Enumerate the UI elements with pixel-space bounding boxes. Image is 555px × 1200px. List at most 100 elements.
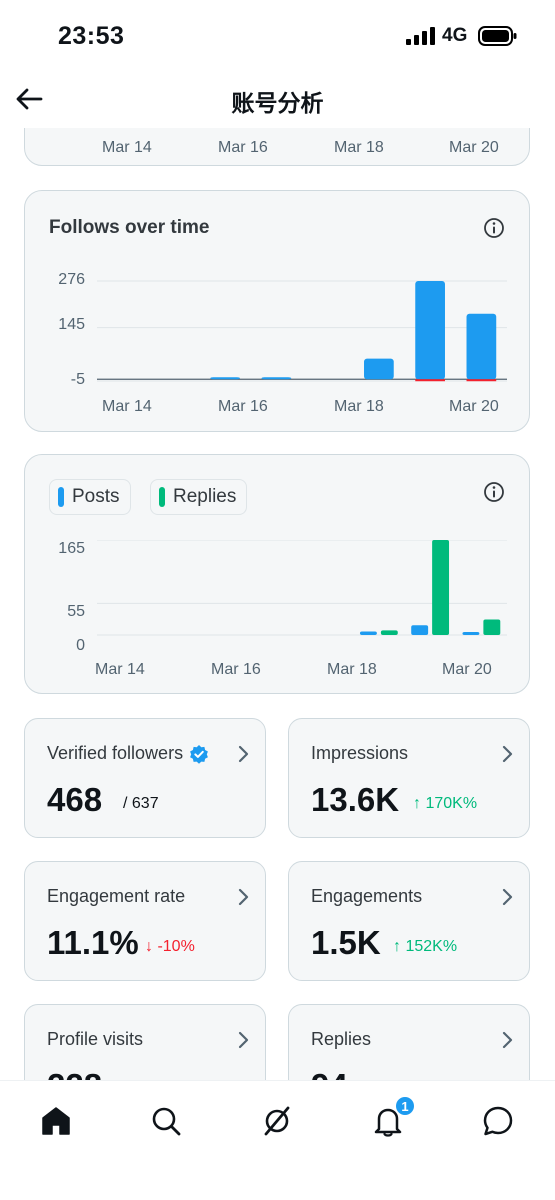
back-button[interactable] xyxy=(12,82,46,116)
follows-bar xyxy=(210,377,240,380)
metric-value: 13.6K xyxy=(311,781,400,818)
follows-bar xyxy=(415,281,445,380)
metric-label: Replies xyxy=(311,1029,371,1050)
metric-verified-followers[interactable]: Verified followers 468 / 637 xyxy=(24,718,266,838)
unfollows-bar xyxy=(415,379,445,382)
chevron-right-icon xyxy=(238,745,249,763)
x-tick: Mar 14 xyxy=(102,398,152,415)
metric-label: Engagement rate xyxy=(47,886,185,907)
posts-replies-card: Posts Replies 165 55 0 Mar 14 Mar 16 Mar… xyxy=(24,454,530,694)
legend-label: Replies xyxy=(173,486,237,507)
follows-bar xyxy=(466,313,497,380)
x-tick: Mar 20 xyxy=(449,139,499,156)
y-tick: -5 xyxy=(70,371,85,388)
follows-card: Follows over time 276 145 -5 Mar 14 Mar … xyxy=(24,190,530,432)
notifications-icon xyxy=(374,1108,402,1137)
metric-value: 228 xyxy=(47,1067,102,1080)
info-icon[interactable] xyxy=(483,481,505,503)
y-tick: 55 xyxy=(67,603,85,620)
metric-profile-visits[interactable]: Profile visits 228 xyxy=(24,1004,266,1080)
metric-label: Engagements xyxy=(311,886,422,907)
metric-engagements[interactable]: Engagements 1.5K ↑ 152K% xyxy=(288,861,530,981)
chevron-right-icon xyxy=(502,888,513,906)
y-tick: 145 xyxy=(58,316,85,333)
metric-label-text: Profile visits xyxy=(47,1029,144,1049)
x-tick: Mar 14 xyxy=(102,139,152,156)
nav-home[interactable] xyxy=(36,1101,76,1141)
y-tick: 165 xyxy=(58,540,85,557)
replies-bar xyxy=(432,540,450,635)
chevron-right-icon xyxy=(502,1031,513,1049)
legend-label: Posts xyxy=(72,486,120,507)
chevron-right-icon xyxy=(238,1031,249,1049)
metric-value: 11.1% xyxy=(47,924,139,961)
unfollows-bar xyxy=(466,379,497,382)
metric-value: 94 xyxy=(311,1067,348,1080)
messages-icon xyxy=(483,1106,513,1136)
x-tick: Mar 16 xyxy=(218,398,268,415)
posts-bar xyxy=(411,625,429,635)
nav-search[interactable] xyxy=(146,1101,186,1141)
battery-icon xyxy=(478,26,517,46)
legend-replies[interactable]: Replies xyxy=(150,479,248,515)
y-tick: 276 xyxy=(58,271,85,288)
x-tick: Mar 20 xyxy=(449,398,499,415)
page-title: 账号分析 xyxy=(231,90,324,116)
metric-sub: ↑ 152K% xyxy=(393,938,458,955)
chevron-right-icon xyxy=(238,888,249,906)
chevron-right-icon xyxy=(502,745,513,763)
metric-label: Impressions xyxy=(311,743,408,764)
info-icon[interactable] xyxy=(483,217,505,239)
y-tick: 0 xyxy=(76,637,85,654)
replies-bar xyxy=(483,619,501,635)
network-label: 4G xyxy=(442,25,468,46)
metric-sub: ↑ 170K% xyxy=(413,795,478,812)
analytics-content[interactable]: Mar 14 Mar 16 Mar 18 Mar 20 Follows over… xyxy=(0,128,555,1080)
header: 账号分析 xyxy=(0,72,555,128)
signal-icon xyxy=(406,27,435,45)
nav-grok[interactable] xyxy=(257,1101,297,1141)
back-arrow-icon xyxy=(16,88,43,110)
legend-posts[interactable]: Posts xyxy=(49,479,131,515)
search-icon xyxy=(152,1107,181,1136)
metric-engagement-rate[interactable]: Engagement rate 11.1% ↓ -10% xyxy=(24,861,266,981)
metric-label-text: Impressions xyxy=(311,743,409,763)
metric-value: 468 xyxy=(47,781,103,818)
metric-label-text: Replies xyxy=(311,1029,372,1049)
metric-label: Profile visits xyxy=(47,1029,143,1050)
bottom-nav: 1 xyxy=(0,1080,555,1200)
metric-label-text: Engagements xyxy=(311,886,423,906)
metric-sub: ↓ -10% xyxy=(145,938,195,955)
card-title: Follows over time xyxy=(49,217,210,238)
grok-icon xyxy=(264,1106,290,1136)
verified-badge-icon xyxy=(190,744,208,764)
replies-bar xyxy=(380,630,398,635)
follows-bar xyxy=(364,358,394,380)
metric-impressions[interactable]: Impressions 13.6K ↑ 170K% xyxy=(288,718,530,838)
metric-label-text: Verified followers xyxy=(47,743,184,763)
legend-swatch xyxy=(58,487,64,507)
x-tick: Mar 18 xyxy=(334,398,384,415)
home-icon xyxy=(42,1107,70,1135)
notification-badge: 1 xyxy=(394,1095,416,1117)
follows-bar xyxy=(261,377,292,380)
metric-replies[interactable]: Replies 94 xyxy=(288,1004,530,1080)
x-tick: Mar 16 xyxy=(218,139,268,156)
posts-bar xyxy=(462,632,480,635)
metric-label: Verified followers xyxy=(47,743,209,764)
nav-notifications[interactable] xyxy=(368,1101,408,1141)
posts-bar xyxy=(359,631,377,635)
nav-messages[interactable] xyxy=(478,1101,518,1141)
follows-chart xyxy=(97,280,507,382)
metric-label-text: Engagement rate xyxy=(47,886,186,906)
posts-replies-chart xyxy=(97,540,507,636)
x-tick: Mar 14 xyxy=(95,661,145,678)
x-tick: Mar 16 xyxy=(211,661,261,678)
status-bar: 23:53 4G xyxy=(0,0,555,72)
prev-chart-card: Mar 14 Mar 16 Mar 18 Mar 20 xyxy=(24,128,530,166)
metric-value: 1.5K xyxy=(311,924,381,961)
legend-swatch xyxy=(159,487,165,507)
status-time: 23:53 xyxy=(58,22,125,50)
x-tick: Mar 20 xyxy=(442,661,492,678)
x-tick: Mar 18 xyxy=(327,661,377,678)
